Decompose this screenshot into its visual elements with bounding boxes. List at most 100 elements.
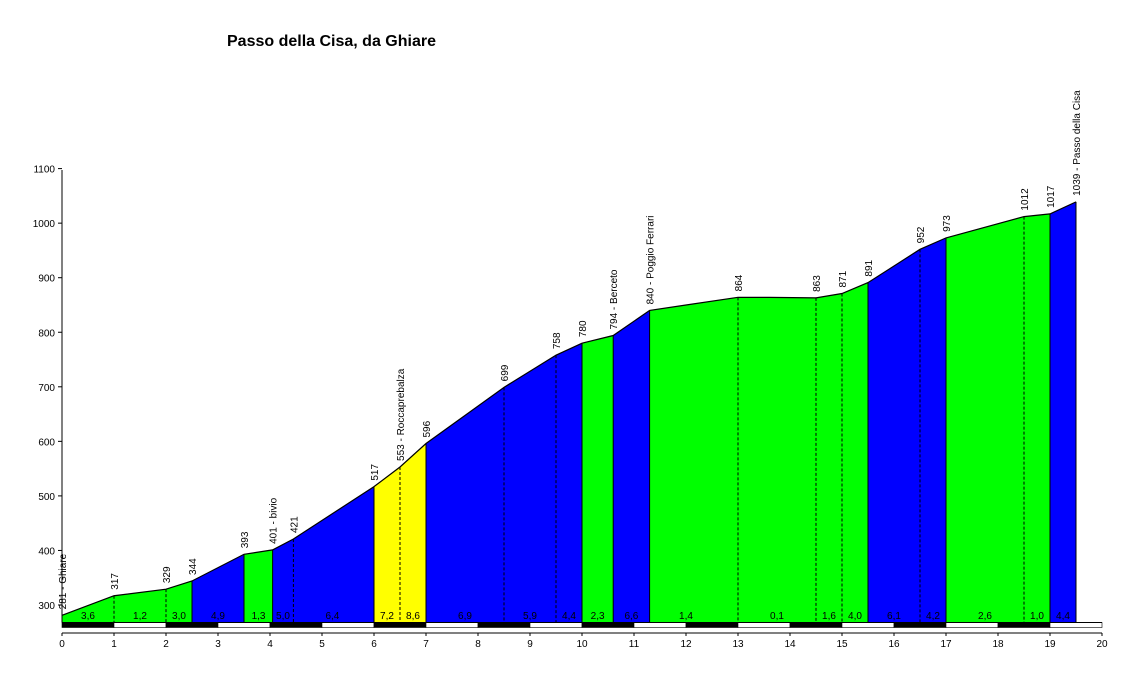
gradient-label: 1,0 [1030,611,1044,622]
elevation-label: 863 [812,275,823,292]
x-tick-label: 3 [215,639,221,650]
elevation-label: 952 [916,226,927,243]
elevation-label: 393 [240,531,251,548]
x-tick-label: 15 [836,639,848,650]
x-tick-label: 19 [1044,639,1056,650]
profile-segment-11 [946,213,1050,623]
km-scale-block [581,622,635,628]
gradient-label: 5,9 [523,611,537,622]
x-tick-label: 2 [163,639,169,650]
elevation-label: 758 [552,332,563,349]
x-tick-label: 5 [319,639,325,650]
chart-title: Passo della Cisa, da Ghiare [227,33,436,50]
gradient-label: 5,0 [276,611,290,622]
elevation-label: 840 - Poggio Ferrari [646,215,657,304]
gradient-label: 0,1 [770,611,784,622]
x-tick-label: 10 [576,639,588,650]
y-tick-label: 1100 [33,165,55,176]
km-scale-block [321,622,375,628]
x-tick-label: 9 [527,639,533,650]
elevation-label: 1017 [1046,185,1057,208]
x-tick-label: 11 [629,639,640,650]
km-scale-block [685,622,739,628]
y-tick-label: 300 [38,601,55,612]
gradient-label: 6,9 [458,611,472,622]
km-scale-block [217,622,271,628]
gradient-label: 6,4 [325,611,339,622]
gradient-label: 6,6 [624,611,638,622]
gradient-label: 4,0 [848,611,862,622]
km-scale-block [529,622,583,628]
x-tick-label: 6 [371,639,377,650]
gradient-label: 1,2 [133,611,147,622]
km-scale-block [737,622,791,628]
km-scale-block [113,622,167,628]
gradient-label: 3,6 [81,611,95,622]
elevation-label: 596 [422,420,433,437]
gradient-label: 2,6 [978,611,992,622]
km-scale-block [373,622,427,628]
y-tick-label: 800 [38,328,55,339]
gradient-label: 4,4 [562,611,576,622]
profile-segment-7 [582,335,614,623]
x-tick-label: 17 [940,639,952,650]
km-scale-block [893,622,947,628]
km-scale-block [633,622,687,628]
profile-segment-3 [244,549,273,623]
km-scale-block [997,622,1051,628]
profile-segment-4 [272,486,374,623]
km-scale-block [789,622,843,628]
elevation-label: 891 [864,259,875,276]
y-tick-label: 600 [38,437,55,448]
elevation-label: 421 [289,516,300,533]
profile-segment-8 [613,310,650,623]
profile-segment-12 [1050,201,1076,623]
elevation-label: 1012 [1020,188,1031,211]
elevation-label: 699 [500,364,511,381]
x-tick-label: 0 [59,639,65,650]
y-tick-label: 500 [38,492,55,503]
gradient-label: 4,2 [926,611,940,622]
gradient-label: 1,4 [679,611,693,622]
elevation-label: 1039 - Passo della Cisa [1072,90,1083,196]
x-tick-label: 13 [732,639,744,650]
gradient-label: 2,3 [591,611,605,622]
y-tick-label: 900 [38,274,55,285]
x-tick-label: 8 [475,639,481,650]
gradient-label: 1,6 [822,611,836,622]
elevation-label: 401 - bivio [269,497,280,544]
profile-line [61,201,1077,616]
y-tick-label: 1000 [33,219,56,230]
km-scale-block [61,622,115,628]
km-scale-block [425,622,479,628]
elevation-label: 553 - Roccaprebalza [396,368,407,461]
elevation-label: 794 - Berceto [609,269,620,329]
km-scale-block [477,622,531,628]
elevation-label: 973 [942,215,953,232]
profile-segment-9 [649,282,868,623]
x-tick-label: 14 [784,639,796,650]
profile-segment-2 [192,554,244,623]
x-tick-label: 18 [992,639,1004,650]
x-tick-label: 4 [267,639,273,650]
y-tick-label: 400 [38,546,55,557]
x-tick-label: 1 [111,639,117,650]
elevation-label: 864 [734,274,745,291]
elevation-label: 281 - Ghiare [58,553,69,609]
km-scale-block [945,622,999,628]
x-tick-label: 12 [680,639,692,650]
gradient-label: 4,4 [1056,611,1070,622]
gradient-label: 1,3 [252,611,266,622]
x-tick-label: 16 [888,639,900,650]
elevation-label: 329 [162,566,173,583]
gradient-label: 6,1 [887,611,901,622]
gradient-label: 4,9 [211,611,225,622]
x-tick-label: 20 [1096,639,1108,650]
km-scale-block [1049,622,1103,628]
elevation-label: 344 [188,558,199,575]
profile-segment-10 [868,237,946,623]
gradient-label: 7,2 [380,611,394,622]
km-scale-block [269,622,323,628]
